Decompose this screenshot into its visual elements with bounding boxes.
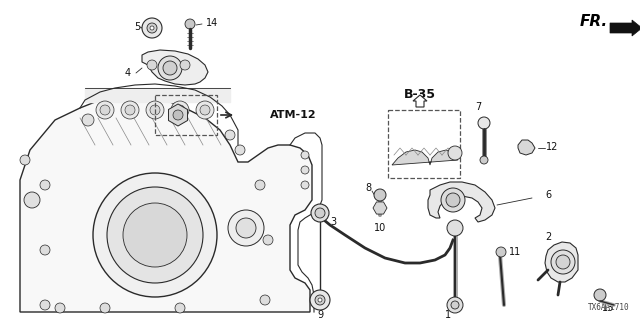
Circle shape: [260, 295, 270, 305]
Text: 5: 5: [134, 22, 140, 32]
Circle shape: [311, 204, 329, 222]
Circle shape: [150, 105, 160, 115]
Text: 12: 12: [546, 142, 558, 152]
Bar: [155, 95, 217, 135]
Circle shape: [315, 295, 325, 305]
Circle shape: [40, 300, 50, 310]
Circle shape: [40, 245, 50, 255]
Circle shape: [55, 303, 65, 313]
Circle shape: [556, 255, 570, 269]
Text: 4: 4: [125, 68, 131, 78]
Circle shape: [196, 101, 214, 119]
Circle shape: [146, 101, 164, 119]
Circle shape: [82, 114, 94, 126]
Circle shape: [480, 156, 488, 164]
FancyArrow shape: [610, 20, 640, 36]
Circle shape: [301, 151, 309, 159]
Text: 3: 3: [330, 217, 336, 227]
Text: 13: 13: [602, 303, 614, 313]
Circle shape: [125, 105, 135, 115]
Text: TX6AA1710: TX6AA1710: [588, 303, 630, 313]
Text: 10: 10: [374, 223, 386, 233]
Circle shape: [551, 250, 575, 274]
Circle shape: [100, 303, 110, 313]
Circle shape: [107, 187, 203, 283]
Circle shape: [185, 19, 195, 29]
Circle shape: [24, 192, 40, 208]
Circle shape: [40, 180, 50, 190]
Circle shape: [441, 188, 465, 212]
Text: FR.: FR.: [580, 14, 608, 29]
Circle shape: [496, 247, 506, 257]
Circle shape: [158, 56, 182, 80]
Circle shape: [263, 235, 273, 245]
Circle shape: [225, 130, 235, 140]
Circle shape: [448, 146, 462, 160]
Circle shape: [255, 180, 265, 190]
Circle shape: [142, 18, 162, 38]
Circle shape: [236, 218, 256, 238]
Circle shape: [374, 189, 386, 201]
Text: 2: 2: [545, 232, 551, 242]
Circle shape: [318, 298, 322, 302]
Circle shape: [147, 23, 157, 33]
Circle shape: [447, 297, 463, 313]
Circle shape: [310, 290, 330, 310]
Polygon shape: [142, 50, 208, 85]
Circle shape: [150, 26, 154, 30]
Bar: [388, 110, 460, 178]
Circle shape: [175, 303, 185, 313]
Text: B-35: B-35: [404, 89, 436, 101]
Polygon shape: [545, 242, 578, 282]
Circle shape: [163, 61, 177, 75]
Circle shape: [20, 155, 30, 165]
Circle shape: [175, 105, 185, 115]
Circle shape: [123, 203, 187, 267]
Circle shape: [446, 193, 460, 207]
Circle shape: [121, 101, 139, 119]
Text: 1: 1: [445, 310, 451, 320]
Circle shape: [173, 110, 183, 120]
Circle shape: [447, 220, 463, 236]
Text: 8: 8: [365, 183, 371, 193]
Polygon shape: [168, 104, 188, 126]
Text: 9: 9: [317, 310, 323, 320]
Circle shape: [594, 289, 606, 301]
Polygon shape: [518, 140, 535, 155]
Circle shape: [96, 101, 114, 119]
Circle shape: [301, 181, 309, 189]
Text: 7: 7: [475, 102, 481, 112]
Polygon shape: [428, 182, 495, 222]
Text: ATM-12: ATM-12: [270, 110, 317, 120]
Circle shape: [147, 60, 157, 70]
Text: 6: 6: [545, 190, 551, 200]
Circle shape: [200, 105, 210, 115]
Text: 14: 14: [206, 18, 218, 28]
Circle shape: [93, 173, 217, 297]
FancyArrow shape: [413, 95, 427, 107]
Polygon shape: [20, 98, 312, 312]
Circle shape: [315, 208, 325, 218]
Circle shape: [301, 166, 309, 174]
Circle shape: [228, 210, 264, 246]
Text: 11: 11: [509, 247, 521, 257]
Circle shape: [171, 101, 189, 119]
Circle shape: [235, 145, 245, 155]
Polygon shape: [373, 202, 387, 214]
Circle shape: [478, 117, 490, 129]
Circle shape: [180, 60, 190, 70]
Circle shape: [100, 105, 110, 115]
Circle shape: [451, 301, 459, 309]
Polygon shape: [392, 150, 458, 165]
